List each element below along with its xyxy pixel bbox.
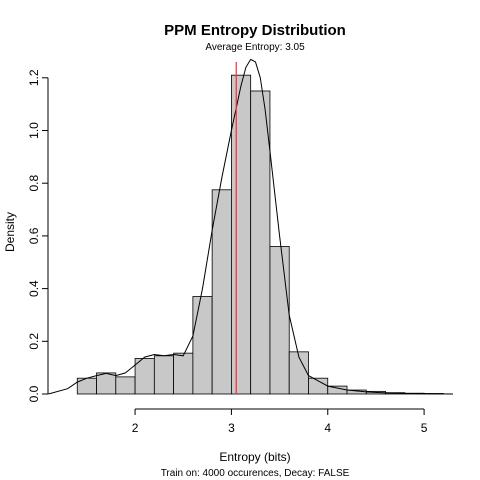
x-tick-label: 3 xyxy=(228,421,235,435)
y-tick-label: 0.2 xyxy=(27,333,41,350)
y-tick-label: 0.4 xyxy=(27,280,41,297)
histogram-bar xyxy=(211,189,232,395)
x-tick-label: 4 xyxy=(324,421,331,435)
chart-title: PPM Entropy Distribution xyxy=(164,22,346,39)
y-axis: 0.0 0.2 0.4 0.6 0.8 1.0 1.2 xyxy=(27,69,49,402)
x-axis: 2 3 4 5 xyxy=(132,408,428,435)
histogram-bar xyxy=(250,90,271,395)
histogram-bar xyxy=(153,355,175,395)
chart-caption: Train on: 4000 occurences, Decay: FALSE xyxy=(161,468,350,479)
histogram-bar xyxy=(288,351,309,395)
histogram-bar xyxy=(327,385,348,395)
histogram-bar xyxy=(134,358,155,395)
histogram-bars xyxy=(76,74,444,395)
histogram-bar xyxy=(115,376,136,395)
y-tick-label: 0.0 xyxy=(27,385,41,402)
y-tick-label: 1.0 xyxy=(27,122,41,139)
y-axis-label: Density xyxy=(3,212,17,252)
histogram-bar xyxy=(231,74,252,395)
histogram-bar xyxy=(269,246,290,395)
x-tick-label: 2 xyxy=(132,421,139,435)
x-axis-label: Entropy (bits) xyxy=(219,450,290,464)
y-tick-label: 0.6 xyxy=(27,227,41,244)
chart-subtitle: Average Entropy: 3.05 xyxy=(205,42,305,53)
x-tick-label: 5 xyxy=(421,421,428,435)
y-tick-label: 0.8 xyxy=(27,175,41,192)
histogram-bar xyxy=(173,352,194,395)
y-tick-label: 1.2 xyxy=(27,69,41,86)
histogram-bar xyxy=(96,372,117,395)
histogram-bar xyxy=(192,296,213,395)
